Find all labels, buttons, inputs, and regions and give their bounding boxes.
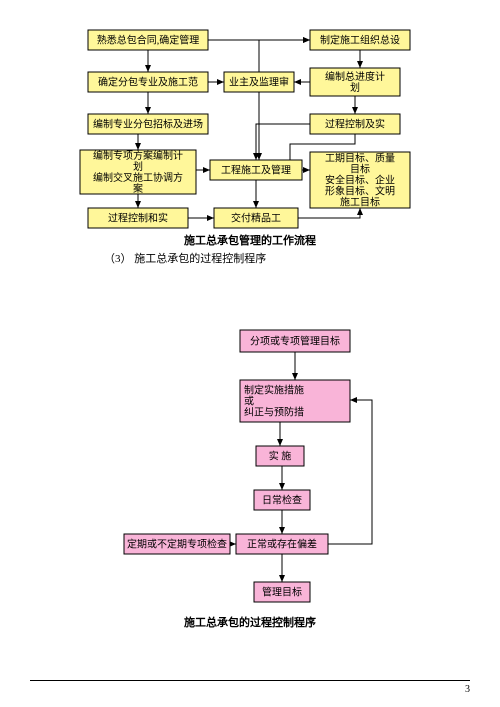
node-m2-label: 或 (244, 396, 254, 408)
workflow-diagram-2: 分项或专项管理目标 制定实施措施或 纠正与预防措实 施日常检查正常或存在偏差 定期… (0, 0, 500, 640)
node-m6-label: 定期或不定期专项检查 (127, 538, 227, 551)
page-number: 3 (465, 684, 470, 695)
footer-rule (30, 680, 470, 681)
node-m2-label: 制定实施措施 (244, 384, 304, 397)
node-m7-label: 管理目标 (262, 586, 302, 599)
node-m4-label: 日常检查 (262, 494, 302, 507)
node-m2-label: 纠正与预防措 (244, 406, 304, 419)
node-m3-label: 实 施 (269, 450, 292, 463)
diagram2-caption: 施工总承包的过程控制程序 (0, 614, 500, 630)
node-m1-label: 分项或专项管理目标 (250, 335, 340, 348)
node-m5-label: 正常或存在偏差 (247, 538, 317, 551)
